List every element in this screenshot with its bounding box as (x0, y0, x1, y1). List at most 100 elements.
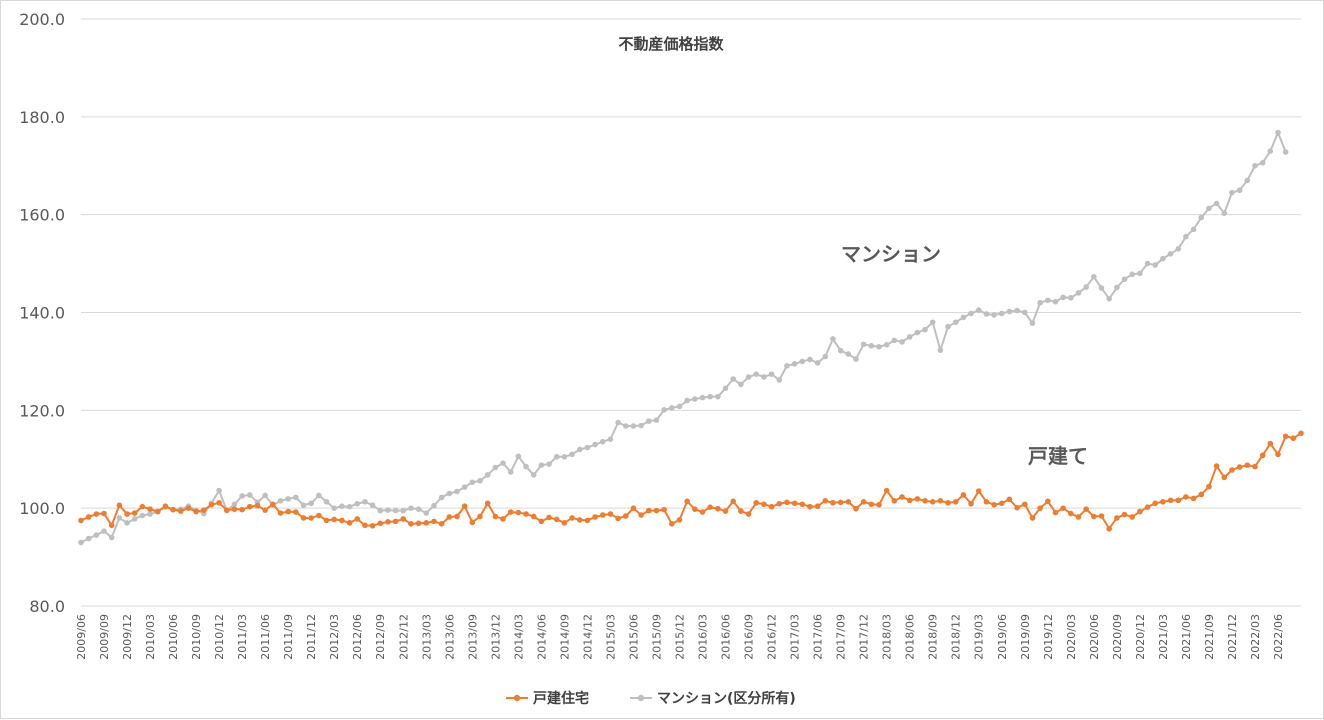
data-point (515, 453, 522, 460)
data-point (684, 397, 690, 404)
data-point (1252, 162, 1258, 169)
data-point (730, 376, 736, 382)
data-point (1114, 515, 1120, 521)
data-point (1152, 500, 1159, 507)
data-point (1198, 214, 1205, 221)
data-point (247, 492, 253, 498)
data-point (331, 516, 338, 523)
data-point (78, 539, 84, 546)
data-point (807, 356, 813, 363)
data-point (1106, 525, 1112, 532)
data-point (377, 520, 384, 527)
data-point (676, 403, 683, 410)
data-point (845, 351, 852, 357)
x-tick-label: 2018/09 (927, 614, 940, 660)
data-point (223, 507, 230, 513)
data-point (1183, 494, 1189, 500)
data-point (454, 488, 460, 495)
data-point (85, 514, 92, 520)
data-point (93, 511, 100, 517)
data-point (615, 515, 621, 522)
data-point (1021, 501, 1028, 508)
x-tick-label: 2014/03 (512, 614, 525, 660)
x-tick-label: 2013/12 (489, 614, 502, 660)
data-point (200, 507, 207, 513)
data-point (538, 518, 545, 525)
data-point (270, 501, 276, 508)
data-point (845, 499, 852, 505)
data-point (415, 506, 422, 512)
data-point (860, 341, 867, 348)
data-point (1221, 210, 1228, 216)
x-tick-label: 2011/06 (259, 614, 272, 660)
data-point (1282, 149, 1289, 155)
data-point (1267, 440, 1274, 447)
data-point (1282, 433, 1289, 440)
data-point (431, 502, 437, 509)
data-point (538, 462, 545, 468)
data-point (738, 508, 744, 514)
data-point (369, 502, 376, 509)
data-point (1167, 497, 1174, 504)
data-point (1044, 297, 1051, 304)
data-point (1137, 270, 1143, 277)
data-point (1060, 294, 1066, 301)
data-point (630, 505, 637, 511)
x-tick-label: 2020/03 (1065, 614, 1078, 660)
x-tick-label: 2018/03 (881, 614, 894, 660)
x-tick-label: 2011/12 (305, 614, 318, 660)
data-point (216, 487, 222, 494)
data-point (853, 356, 859, 362)
data-point (991, 501, 997, 508)
data-point (1006, 496, 1013, 503)
data-point (553, 516, 560, 523)
series-annotation-mansion: マンション (841, 242, 941, 266)
data-point (546, 514, 552, 521)
data-point (599, 438, 606, 445)
x-tick-label: 2016/03 (697, 614, 710, 660)
data-point (960, 492, 967, 498)
data-point (1160, 499, 1166, 505)
x-tick-label: 2012/12 (397, 614, 410, 660)
data-point (362, 522, 368, 529)
data-point (998, 310, 1005, 317)
x-tick-label: 2016/06 (720, 614, 733, 660)
x-tick-label: 2012/03 (328, 614, 341, 660)
data-point (868, 342, 875, 349)
data-point (408, 521, 414, 527)
data-point (1029, 320, 1036, 327)
x-tick-label: 2010/06 (167, 614, 180, 660)
x-tick-label: 2018/06 (904, 614, 917, 660)
data-point (454, 513, 460, 520)
data-point (914, 329, 921, 336)
data-point (461, 503, 468, 510)
data-point (1175, 246, 1182, 252)
data-point (484, 500, 491, 507)
data-point (592, 441, 598, 448)
data-point (722, 508, 729, 514)
data-point (1137, 508, 1143, 515)
data-point (124, 511, 130, 517)
data-point (1244, 177, 1251, 184)
data-point (1114, 284, 1120, 291)
data-point (193, 508, 199, 515)
data-point (331, 505, 338, 511)
x-tick-label: 2021/09 (1203, 614, 1216, 660)
data-point (768, 503, 775, 510)
data-point (339, 517, 345, 524)
data-point (876, 343, 882, 350)
data-point (1091, 273, 1097, 280)
data-point (899, 494, 905, 500)
data-point (431, 518, 437, 525)
data-point (830, 499, 836, 506)
data-point (400, 507, 407, 514)
data-point (147, 506, 153, 512)
data-point (929, 499, 936, 505)
data-point (1121, 276, 1128, 283)
data-point (1229, 467, 1235, 473)
data-point (1098, 513, 1105, 519)
data-point (461, 484, 468, 490)
data-point (883, 487, 890, 494)
data-point (530, 513, 537, 520)
